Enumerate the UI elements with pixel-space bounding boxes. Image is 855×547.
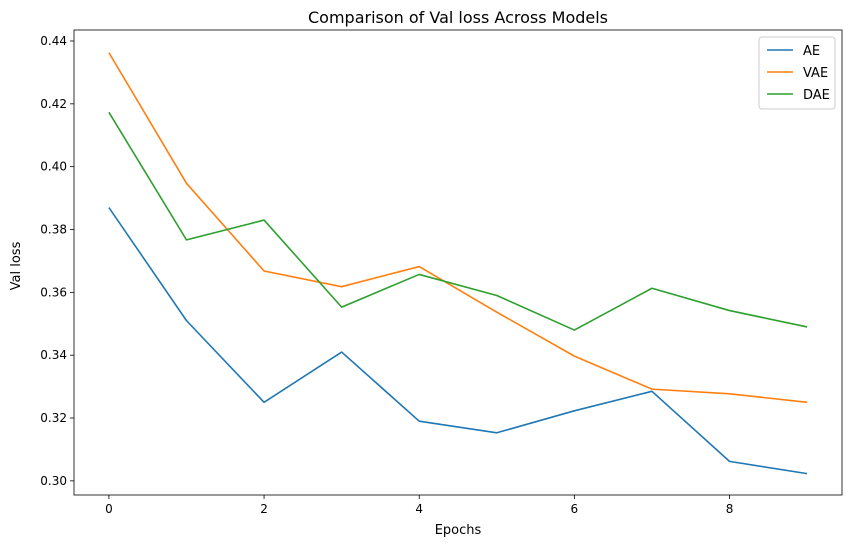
chart-title: Comparison of Val loss Across Models [308,8,608,27]
legend-label-ae: AE [803,44,820,59]
series-line-dae [108,111,808,331]
legend-label-dae: DAE [803,88,830,103]
y-tick-label: 0.30 [40,474,67,488]
x-tick-label: 0 [105,502,113,516]
legend-label-vae: VAE [803,66,828,81]
x-tick-label: 6 [571,502,579,516]
y-tick-label: 0.32 [40,411,67,425]
x-tick-label: 4 [415,502,423,516]
plot-area: 0 2 4 6 8 0.30 0.32 0.34 0.36 0.38 0.40 0.42 0.44 [40,29,843,516]
legend: AE VAE DAE [758,36,836,110]
y-tick-label: 0.40 [40,160,67,174]
y-tick-label: 0.42 [40,97,67,111]
x-tick-label: 8 [726,502,734,516]
x-tick-label: 2 [260,502,268,516]
y-tick-label: 0.36 [40,285,67,299]
y-tick-label: 0.38 [40,223,67,237]
y-axis-title: Val loss [9,241,24,290]
series-line-ae [108,207,808,475]
legend-box [758,36,836,110]
x-axis-title: Epochs [435,523,482,538]
series-line-vae [108,52,808,404]
plot-frame [73,29,843,496]
y-tick-label: 0.44 [40,34,67,48]
y-tick-label: 0.34 [40,348,67,362]
